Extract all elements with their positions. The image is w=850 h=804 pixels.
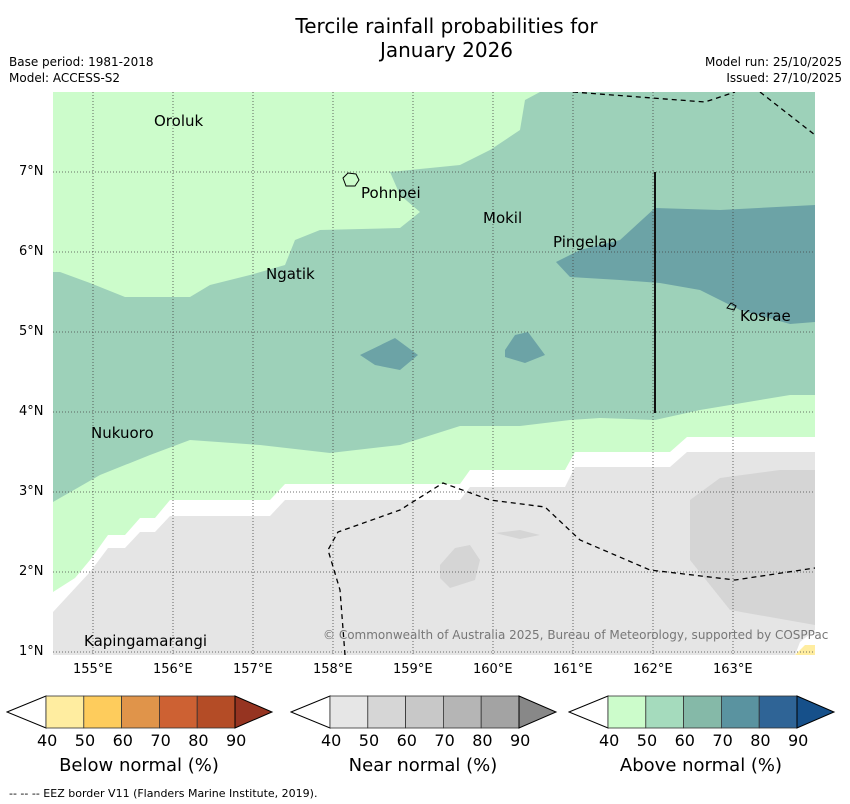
near-50-region bbox=[690, 470, 815, 625]
pohnpei-island bbox=[342, 172, 360, 187]
lat-tick: 5°N bbox=[19, 324, 44, 339]
colorbar-tick: 90 bbox=[788, 731, 809, 750]
colorbar-low-extension bbox=[6, 695, 47, 729]
colorbar-label: Above normal (%) bbox=[619, 755, 783, 776]
colorbar-segment bbox=[480, 695, 520, 729]
near-50-blob bbox=[440, 545, 480, 588]
colorbar-tick: 90 bbox=[510, 731, 531, 750]
eez-footnote: -- -- -- EEZ border V11 (Flanders Marine… bbox=[9, 787, 318, 800]
near-40-region bbox=[53, 452, 815, 655]
colorbar-tick: 70 bbox=[712, 731, 733, 750]
colorbar-segment bbox=[720, 695, 760, 729]
issued-date: Issued: 27/10/2025 bbox=[726, 71, 842, 85]
colorbar-low-extension bbox=[568, 695, 609, 729]
colorbar-label: Below normal (%) bbox=[59, 755, 219, 776]
place-mokil: Mokil bbox=[483, 209, 523, 227]
place-ngatik: Ngatik bbox=[266, 265, 315, 283]
colorbar-tick: 40 bbox=[599, 731, 620, 750]
lon-tick: 163°E bbox=[713, 662, 753, 677]
place-kapingamarangi: Kapingamarangi bbox=[84, 632, 208, 650]
colorbar-segment bbox=[121, 695, 160, 729]
colorbar-high-extension bbox=[234, 695, 274, 729]
place-oroluk: Oroluk bbox=[154, 112, 204, 130]
above-60-blob bbox=[360, 338, 418, 370]
above-50-region bbox=[53, 92, 815, 502]
above-60-blob bbox=[505, 332, 545, 363]
colorbar-tick: 70 bbox=[434, 731, 455, 750]
colorbar-2 bbox=[568, 695, 836, 729]
below-40-region bbox=[795, 645, 815, 655]
colorbar-tick: 80 bbox=[188, 731, 209, 750]
colorbar-segment bbox=[158, 695, 198, 729]
map bbox=[53, 92, 815, 655]
colorbar-segment bbox=[405, 695, 444, 729]
colorbar-tick: 60 bbox=[112, 731, 133, 750]
copyright: © Commonwealth of Australia 2025, Bureau… bbox=[323, 628, 829, 642]
lon-tick: 158°E bbox=[313, 662, 353, 677]
colorbar-tick: 80 bbox=[472, 731, 493, 750]
colorbar-tick: 60 bbox=[396, 731, 417, 750]
colorbar-segment bbox=[367, 695, 407, 729]
colorbar-tick: 50 bbox=[636, 731, 658, 750]
above-60-region bbox=[556, 205, 815, 324]
colorbar-tick: 40 bbox=[37, 731, 58, 750]
place-kosrae: Kosrae bbox=[740, 307, 791, 325]
lon-tick: 156°E bbox=[153, 662, 193, 677]
colorbar-low-extension bbox=[290, 695, 331, 729]
colorbar-segment bbox=[645, 695, 685, 729]
colorbar-tick: 70 bbox=[150, 731, 171, 750]
lon-tick: 161°E bbox=[553, 662, 593, 677]
lat-tick: 7°N bbox=[19, 164, 44, 179]
lat-tick: 3°N bbox=[19, 484, 44, 499]
lat-tick: 4°N bbox=[19, 404, 44, 419]
colorbar-high-extension bbox=[796, 695, 836, 729]
colorbar-segment bbox=[758, 695, 798, 729]
colorbar-0 bbox=[6, 695, 274, 729]
near-50-blob bbox=[495, 530, 540, 539]
lon-tick: 160°E bbox=[473, 662, 513, 677]
title-line-1: Tercile rainfall probabilities for bbox=[295, 14, 598, 38]
base-period: Base period: 1981-2018 bbox=[9, 55, 154, 69]
colorbar-tick: 50 bbox=[358, 731, 380, 750]
lon-tick: 162°E bbox=[633, 662, 673, 677]
model-run: Model run: 25/10/2025 bbox=[704, 55, 842, 69]
colorbar-1 bbox=[290, 695, 558, 729]
lon-tick: 157°E bbox=[233, 662, 273, 677]
colorbar-label: Near normal (%) bbox=[348, 755, 498, 776]
title-line-2: January 2026 bbox=[379, 38, 514, 62]
lat-tick: 2°N bbox=[19, 564, 44, 579]
colorbar-segment bbox=[83, 695, 123, 729]
colorbar-tick: 90 bbox=[226, 731, 247, 750]
colorbar-tick: 50 bbox=[74, 731, 96, 750]
colorbar-tick: 80 bbox=[750, 731, 771, 750]
colorbar-tick: 40 bbox=[321, 731, 342, 750]
colorbar-segment bbox=[45, 695, 85, 729]
place-pohnpei: Pohnpei bbox=[361, 184, 421, 202]
colorbar-segment bbox=[329, 695, 369, 729]
colorbar-segment bbox=[442, 695, 482, 729]
lon-tick: 159°E bbox=[393, 662, 433, 677]
colorbar-high-extension bbox=[518, 695, 558, 729]
lat-tick: 1°N bbox=[19, 644, 44, 659]
kosrae-island bbox=[726, 302, 737, 311]
place-nukuoro: Nukuoro bbox=[91, 424, 154, 442]
lon-tick: 155°E bbox=[73, 662, 113, 677]
eez-border bbox=[327, 92, 815, 655]
model-name: Model: ACCESS-S2 bbox=[9, 71, 121, 85]
colorbar-segment bbox=[607, 695, 647, 729]
colorbar-segment bbox=[196, 695, 236, 729]
gridlines bbox=[53, 92, 815, 655]
place-pingelap: Pingelap bbox=[553, 233, 618, 251]
colorbar-segment bbox=[683, 695, 722, 729]
lat-tick: 6°N bbox=[19, 244, 44, 259]
colorbar-tick: 60 bbox=[674, 731, 695, 750]
